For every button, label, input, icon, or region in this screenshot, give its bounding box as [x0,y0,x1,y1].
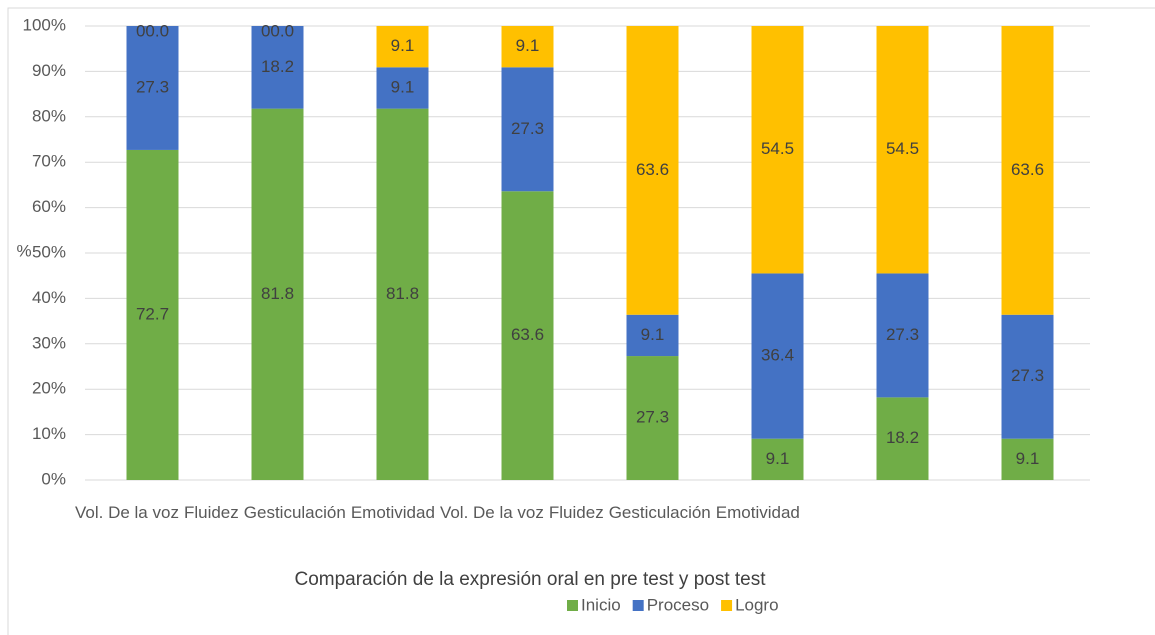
bar-segment [876,26,929,274]
legend-label: Logro [735,595,778,614]
bar-segment [251,26,304,109]
x-tick-label: Vol. De la voz [440,503,544,522]
value-label: 9.1 [391,77,415,96]
x-tick-label: Fluidez [549,503,604,522]
value-label: 9.1 [641,325,665,344]
value-label: 72.7 [136,304,169,323]
x-axis-labels: Vol. De la voz Fluidez Gesticulación Emotiv… [75,503,800,522]
y-tick-label: 40% [32,288,66,307]
bar-segment [126,149,179,480]
value-label: 18.2 [886,428,919,447]
value-label: 27.3 [1011,366,1044,385]
x-tick-label: Fluidez [184,503,239,522]
bar-segment [126,26,179,150]
bar-segment [501,191,554,481]
y-tick-label: 30% [32,333,66,352]
y-axis-label: % [16,241,31,260]
legend-swatch [721,600,733,611]
x-tick-label: Emotividad [351,503,435,522]
legend-swatch [632,600,644,611]
y-tick-label: 50% [32,242,66,261]
bar-segment [751,26,804,274]
chart-title: Comparación de la expresión oral en pre … [294,569,766,590]
value-label: 00.0 [261,21,294,40]
legend-label: Proceso [647,595,709,614]
value-label: 9.1 [391,36,415,55]
bar-segment [501,26,554,68]
value-label: 27.3 [636,408,669,427]
x-tick-label: Vol. De la voz [75,503,179,522]
value-label: 63.6 [636,160,669,179]
value-label: 63.6 [511,325,544,344]
value-label: 81.8 [386,284,419,303]
value-label: 18.2 [261,57,294,76]
value-label: 9.1 [766,449,790,468]
bar-segment [876,273,929,398]
value-label: 27.3 [511,119,544,138]
bar-segment [501,67,554,192]
bar-segment [751,273,804,439]
bar-segment [626,314,679,357]
value-label: 54.5 [761,139,794,158]
value-label: 81.8 [261,284,294,303]
value-label: 63.6 [1011,160,1044,179]
bar-segment [1001,26,1054,315]
value-label: 27.3 [136,77,169,96]
x-tick-label: Gesticulación [244,503,346,522]
y-tick-label: 0% [41,469,66,488]
y-tick-label: 20% [32,379,66,398]
y-tick-label: 10% [32,424,66,443]
value-label: 9.1 [1016,449,1040,468]
value-label: 36.4 [761,346,794,365]
x-tick-label: Gesticulación [609,503,711,522]
value-label: 54.5 [886,139,919,158]
y-tick-label: 90% [32,61,66,80]
y-tick-label: 80% [32,106,66,125]
value-label: 00.0 [136,21,169,40]
y-tick-label: 60% [32,197,66,216]
bar-segment [376,67,429,109]
y-tick-label: 70% [32,152,66,171]
y-tick-label: 100% [23,15,66,34]
legend-label: Inicio [581,595,621,614]
bar-segment [1001,438,1054,480]
bar-segment [751,438,804,480]
value-label: 9.1 [516,36,540,55]
bar-segment [376,108,429,481]
bar-segment [251,108,304,481]
bar-segment [626,356,679,480]
chart-frame [7,7,1155,635]
bar-segment [876,397,929,480]
bar-segment [1001,314,1054,439]
x-tick-label: Emotividad [716,503,800,522]
bar-segment [626,26,679,315]
bar-segment [376,26,429,68]
legend-swatch [567,600,578,611]
value-label: 27.3 [886,325,919,344]
